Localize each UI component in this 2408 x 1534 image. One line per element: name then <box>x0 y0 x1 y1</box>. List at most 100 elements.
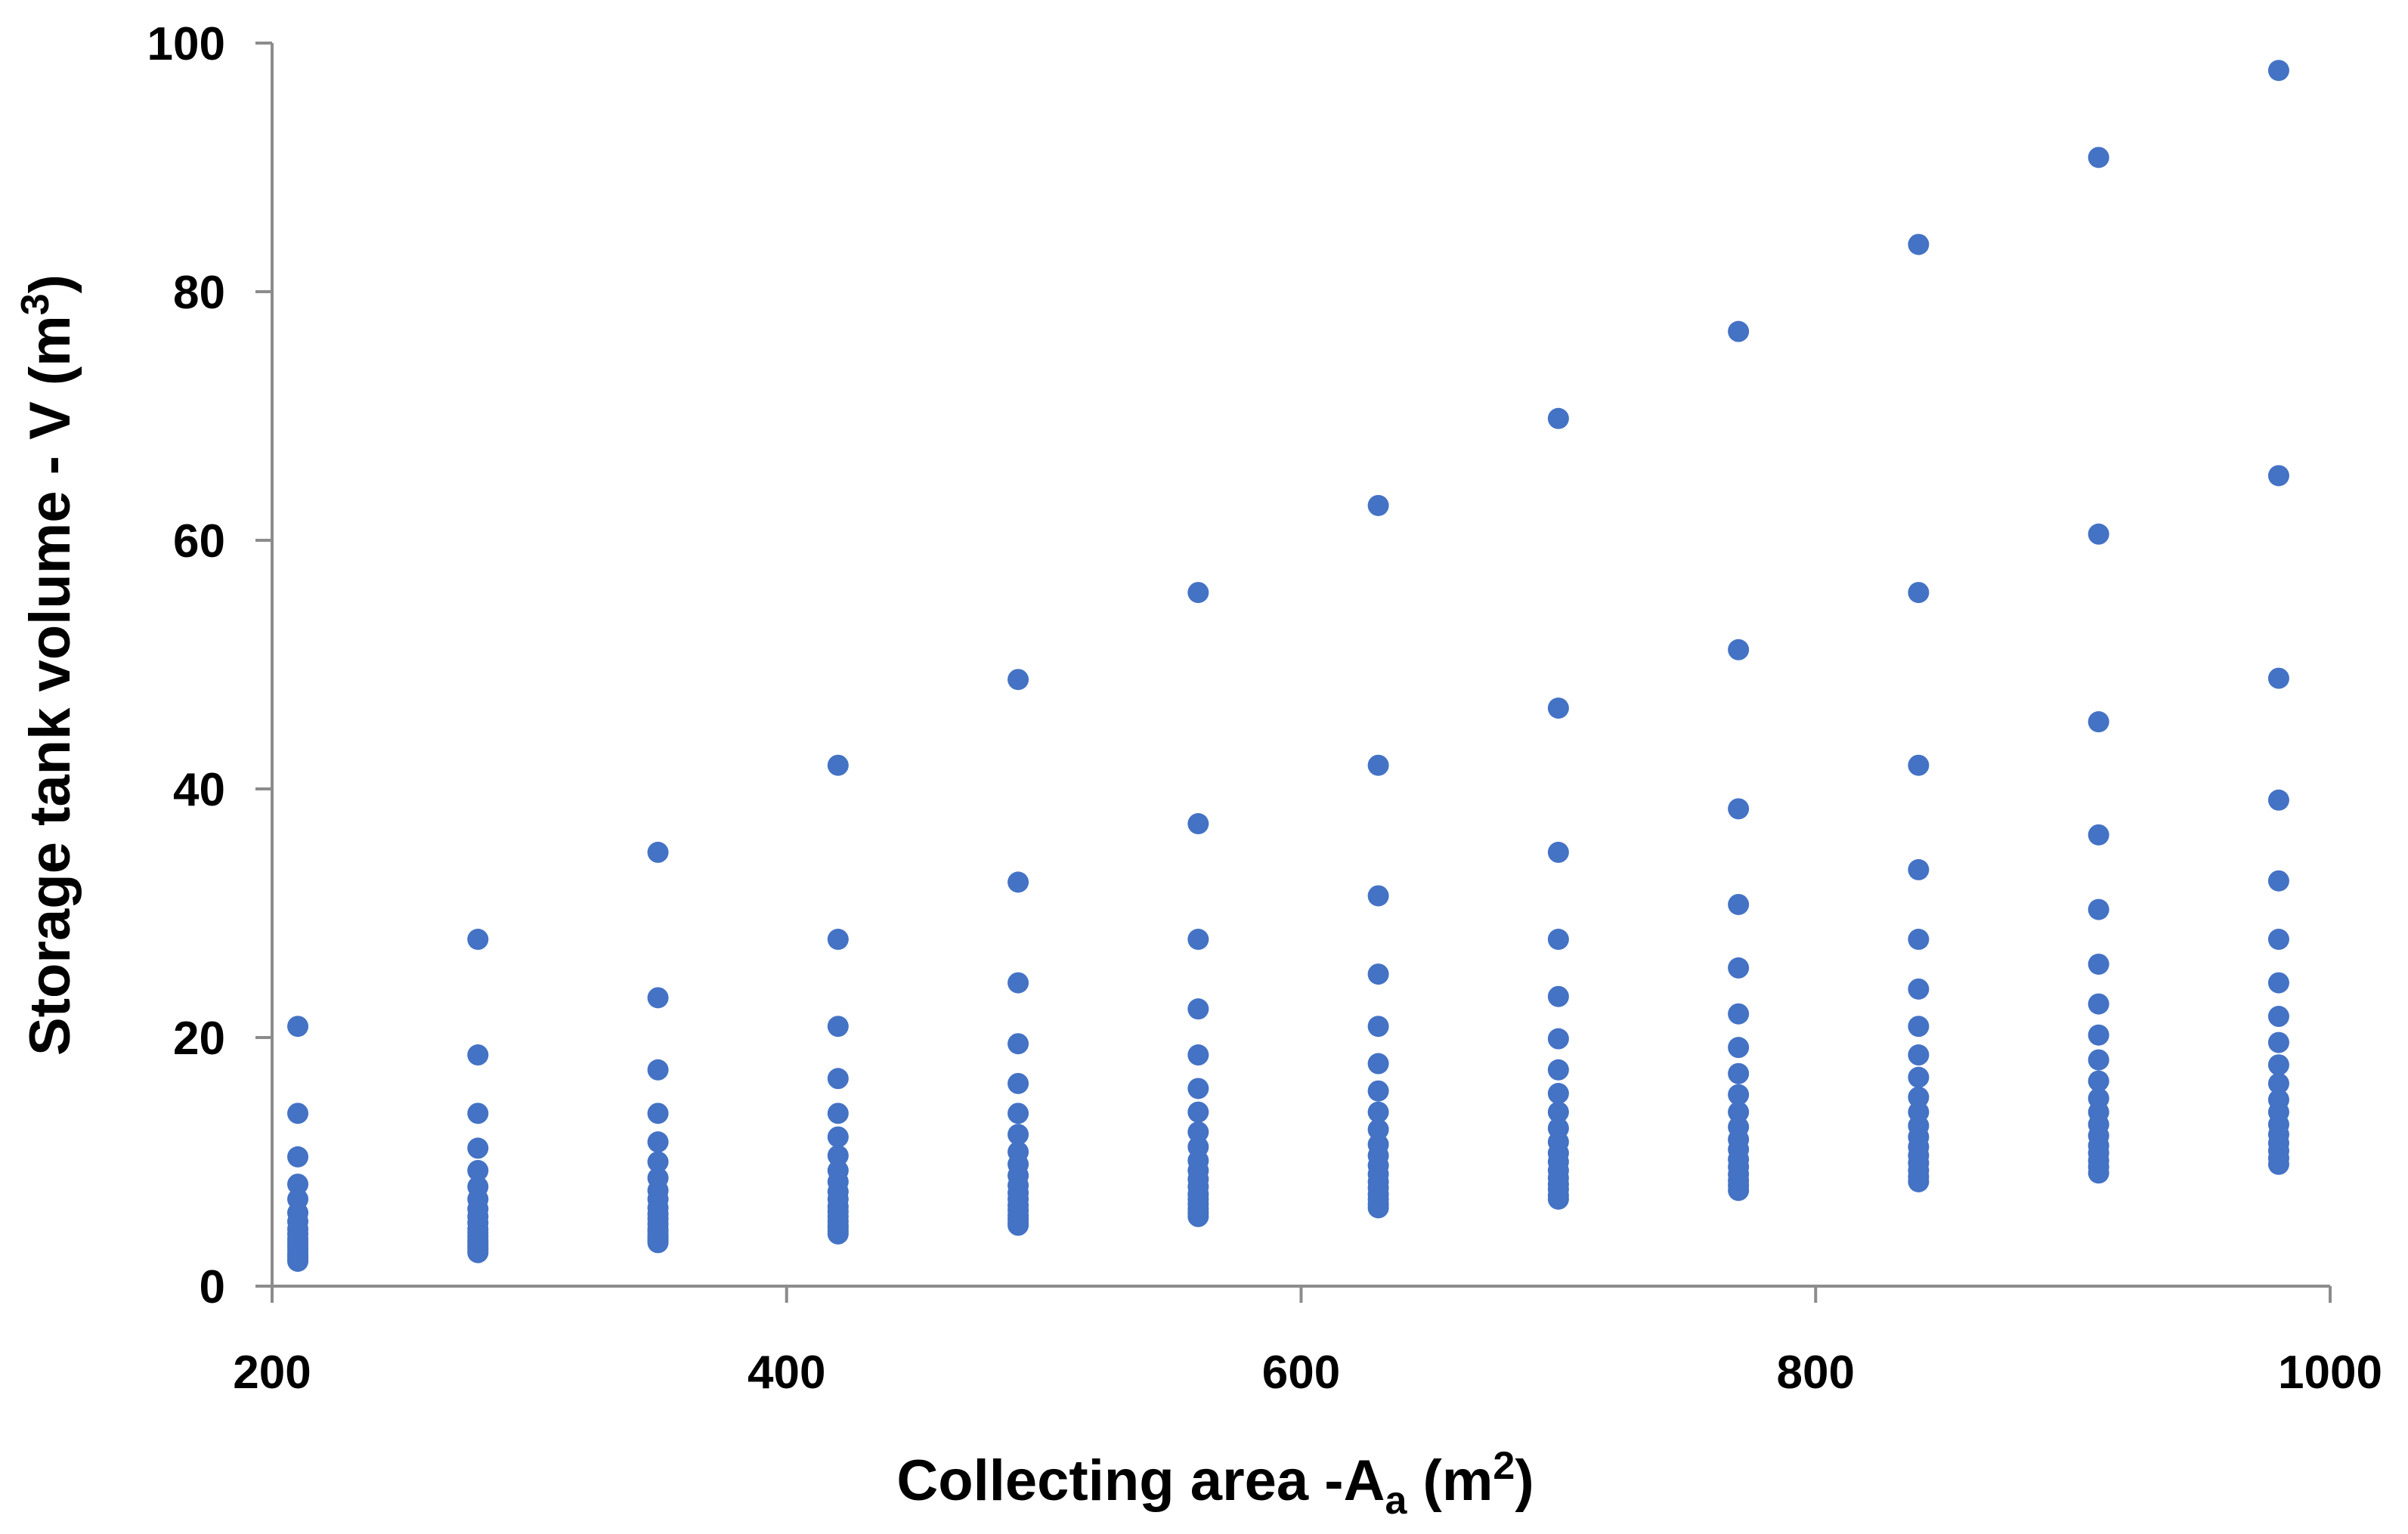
data-point <box>1187 1205 1209 1227</box>
axes <box>271 43 2330 1288</box>
data-point <box>1007 1214 1029 1236</box>
data-point <box>1367 1118 1389 1140</box>
data-point <box>2088 1162 2109 1184</box>
data-point <box>287 1016 309 1038</box>
data-point <box>1007 1033 1029 1055</box>
data-point <box>2088 1024 2109 1046</box>
data-point <box>2088 1070 2109 1092</box>
data-point <box>1728 1037 1750 1059</box>
data-point <box>1367 1197 1389 1219</box>
data-point <box>1908 582 1930 604</box>
data-point <box>1547 1101 1569 1123</box>
data-point <box>827 1016 849 1038</box>
data-point <box>1187 998 1209 1020</box>
data-point <box>827 1068 849 1090</box>
data-point <box>1187 1078 1209 1099</box>
data-point <box>1728 1101 1750 1123</box>
data-point <box>647 987 669 1009</box>
data-point <box>827 1145 849 1167</box>
data-point <box>2088 953 2109 975</box>
data-point <box>1908 1171 1930 1192</box>
data-point <box>1367 754 1389 776</box>
x-tick-label: 400 <box>747 1347 825 1399</box>
data-point <box>1547 697 1569 719</box>
data-point <box>1908 1044 1930 1066</box>
x-tick-label: 200 <box>233 1347 311 1399</box>
data-point <box>647 1059 669 1081</box>
data-point <box>647 841 669 863</box>
data-point <box>2267 972 2289 994</box>
x-tick-label: 1000 <box>2278 1347 2382 1399</box>
x-tick-label: 600 <box>1262 1347 1340 1399</box>
data-point <box>2267 1031 2289 1053</box>
data-point <box>1728 639 1750 660</box>
data-point <box>2088 523 2109 545</box>
data-point <box>2267 929 2289 951</box>
data-point <box>2267 1006 2289 1028</box>
data-point <box>1187 1121 1209 1143</box>
data-point <box>1007 972 1029 994</box>
data-point <box>1547 1059 1569 1081</box>
data-point <box>1908 754 1930 776</box>
y-tick-label: 0 <box>200 1261 225 1313</box>
data-point <box>1367 1080 1389 1102</box>
data-point <box>467 1160 489 1182</box>
data-point <box>2088 147 2109 169</box>
data-point <box>2267 60 2289 82</box>
data-point <box>1547 1028 1569 1050</box>
data-point <box>1908 1066 1930 1088</box>
data-point <box>827 929 849 951</box>
data-point <box>467 1044 489 1066</box>
data-point <box>2267 1072 2289 1094</box>
data-point <box>2088 824 2109 846</box>
data-point <box>1007 669 1029 691</box>
data-point <box>1187 582 1209 604</box>
data-point <box>1367 885 1389 907</box>
data-point <box>1728 1084 1750 1106</box>
data-point <box>647 1103 669 1124</box>
data-point <box>1908 978 1930 1000</box>
x-tick-label: 800 <box>1777 1347 1855 1399</box>
data-point <box>287 1251 309 1273</box>
data-point <box>467 1242 489 1263</box>
data-point <box>1728 798 1750 820</box>
data-point <box>1547 841 1569 863</box>
data-point <box>467 929 489 951</box>
data-point <box>1547 929 1569 951</box>
data-point <box>1547 1083 1569 1105</box>
data-point <box>2267 1153 2289 1175</box>
data-point <box>2267 789 2289 811</box>
data-point <box>287 1103 309 1124</box>
y-tick-label: 60 <box>173 515 225 568</box>
data-point <box>287 1174 309 1195</box>
data-point <box>1007 1124 1029 1146</box>
data-point <box>1728 1003 1750 1025</box>
y-tick-label: 40 <box>173 764 225 816</box>
data-point <box>2267 1054 2289 1076</box>
data-point <box>2267 667 2289 689</box>
data-point <box>1007 871 1029 893</box>
data-point <box>647 1151 669 1173</box>
data-point <box>1728 1062 1750 1084</box>
data-point <box>1007 1103 1029 1124</box>
data-point <box>647 1131 669 1153</box>
data-point <box>1908 234 1930 255</box>
data-point <box>1007 1072 1029 1094</box>
data-point <box>1187 929 1209 951</box>
data-point <box>467 1103 489 1124</box>
y-axis-title: Storage tank volume - V (m3) <box>14 274 82 1056</box>
data-point <box>287 1146 309 1168</box>
data-point <box>827 1103 849 1124</box>
data-point <box>827 754 849 776</box>
data-point <box>1908 929 1930 951</box>
data-point <box>1367 494 1389 516</box>
y-axis-ticks: 0 20 40 60 80 100 <box>147 18 272 1313</box>
data-point <box>827 1126 849 1148</box>
data-point <box>467 1137 489 1159</box>
data-point <box>2267 870 2289 892</box>
data-point <box>1728 1180 1750 1202</box>
data-point <box>647 1232 669 1254</box>
data-point <box>2088 993 2109 1015</box>
y-tick-label: 20 <box>173 1013 225 1065</box>
y-tick-label: 100 <box>147 18 225 70</box>
